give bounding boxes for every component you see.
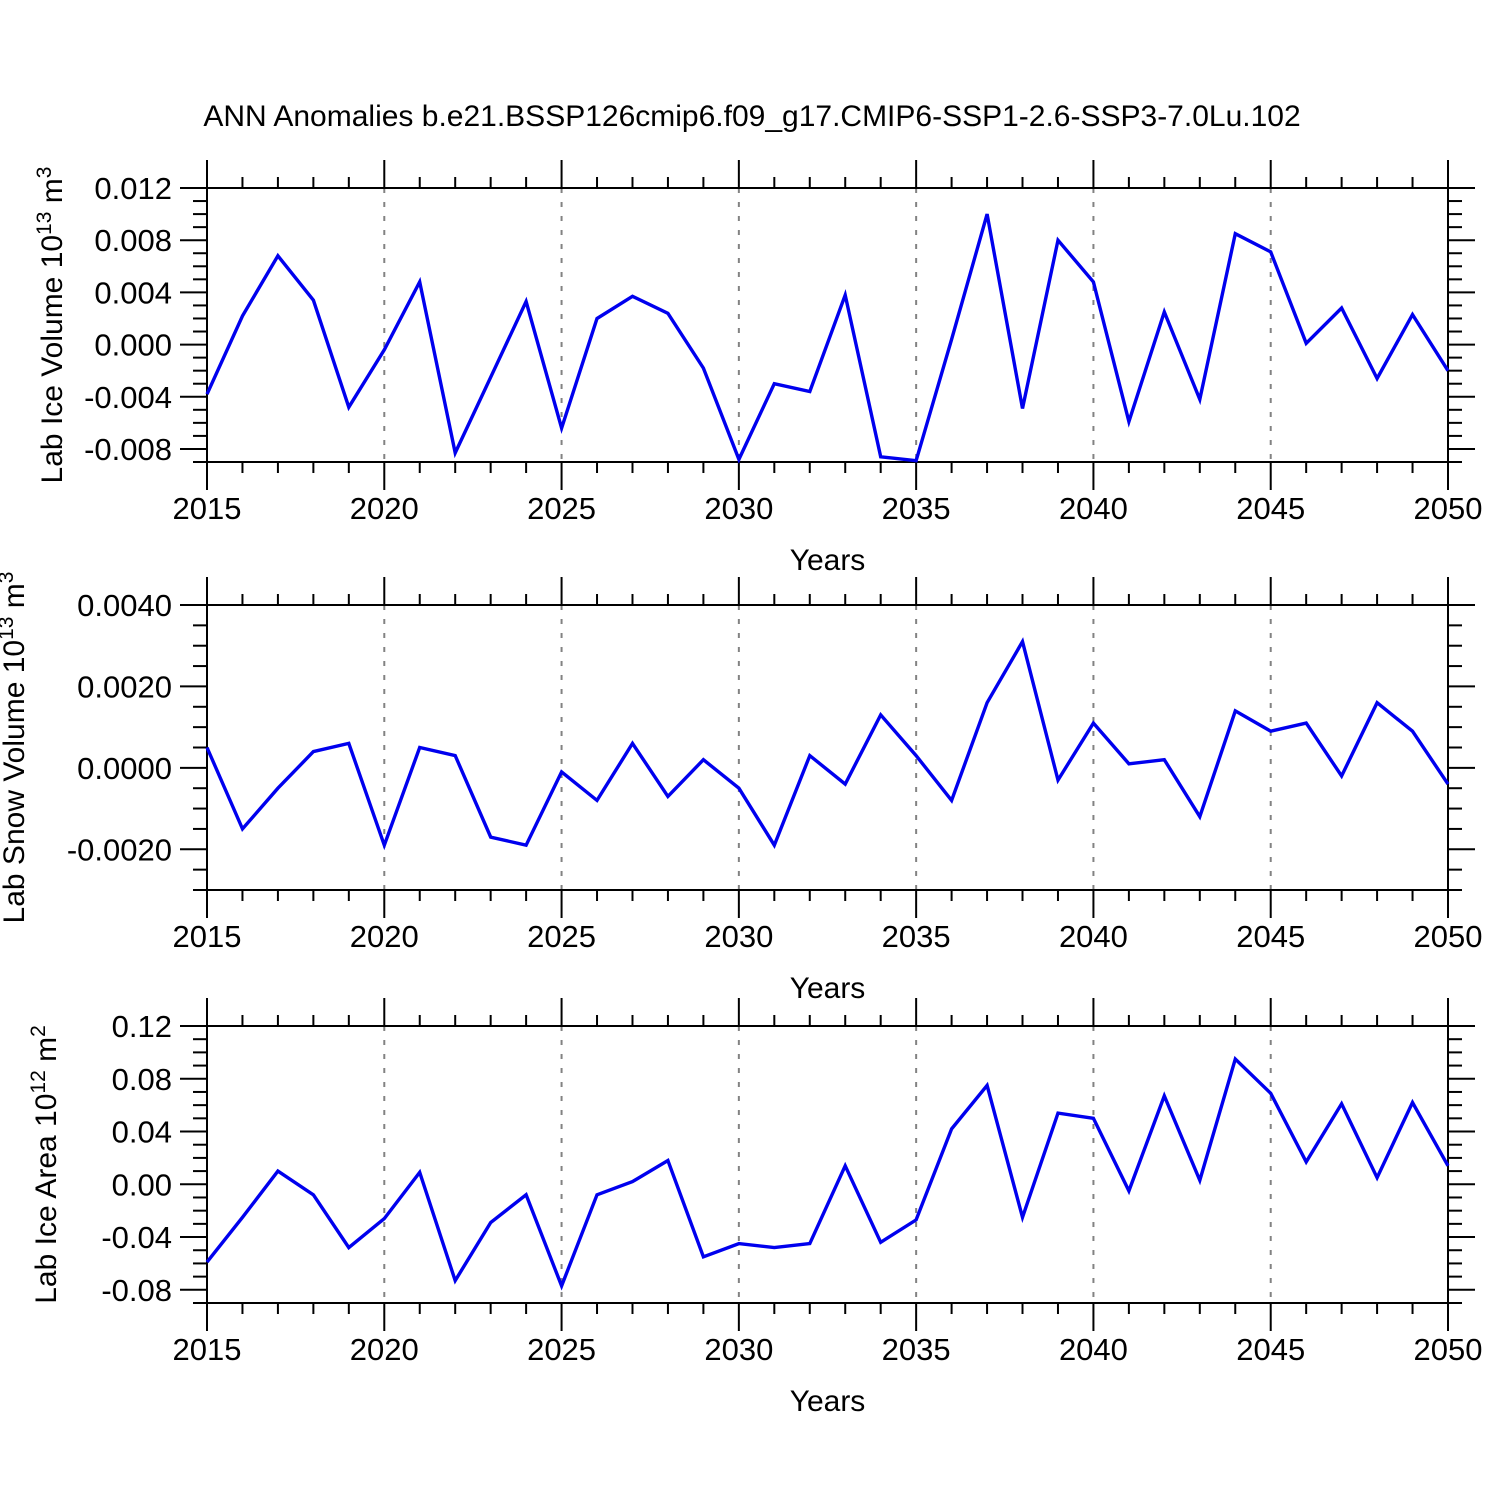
series-line-lab-ice-volume <box>205 213 1450 464</box>
y-tick-label: 0.08 <box>112 1062 172 1097</box>
panel-lab-snow-volume: 0.0040 0.0020 0.0000 -0.0020 2015 2020 2025 203… <box>0 572 1482 1005</box>
y-tick-label: 0.0040 <box>77 588 172 623</box>
y-tick-label: 0.04 <box>112 1115 172 1150</box>
figure-title: ANN Anomalies b.e21.BSSP126cmip6.f09_g17… <box>203 100 1301 133</box>
x-tick-label: 2040 <box>1059 1332 1128 1367</box>
plot-frame <box>206 604 1449 891</box>
y-tick-label: 0.0000 <box>77 751 172 786</box>
series-line-lab-ice-area <box>205 1055 1450 1291</box>
x-tick-label: 2015 <box>173 491 242 526</box>
x-tick-label: 2045 <box>1236 919 1305 954</box>
plot-frame <box>206 187 1449 463</box>
x-tick-label: 2025 <box>527 1332 596 1367</box>
x-tick-label: 2025 <box>527 919 596 954</box>
y-tick-label: -0.0020 <box>67 832 172 867</box>
x-tick-label: 2045 <box>1236 491 1305 526</box>
x-tick-label: 2040 <box>1059 919 1128 954</box>
y-axis-title: Lab Ice Area 1012 m2 <box>27 1025 63 1304</box>
y-axis-title: Lab Ice Volume 1013 m3 <box>33 167 69 484</box>
y-tick-label: -0.04 <box>101 1220 172 1255</box>
x-tick-label: 2050 <box>1414 491 1483 526</box>
x-axis-title: Years <box>790 972 866 1005</box>
x-tick-label: 2030 <box>704 919 773 954</box>
y-tick-label: 0.0020 <box>77 669 172 704</box>
x-tick-label: 2040 <box>1059 491 1128 526</box>
x-tick-label: 2035 <box>882 1332 951 1367</box>
plot-frame <box>206 1025 1449 1304</box>
x-tick-label: 2020 <box>350 1332 419 1367</box>
y-tick-label: 0.004 <box>94 275 172 310</box>
x-tick-label: 2035 <box>882 491 951 526</box>
x-tick-label: 2050 <box>1414 919 1483 954</box>
y-tick-label: -0.004 <box>84 380 172 415</box>
x-tick-label: 2015 <box>173 1332 242 1367</box>
y-tick-label: -0.008 <box>84 432 172 467</box>
x-tick-label: 2030 <box>704 1332 773 1367</box>
y-tick-label: 0.012 <box>94 171 172 206</box>
x-tick-label: 2050 <box>1414 1332 1483 1367</box>
x-axis-title: Years <box>790 544 866 577</box>
x-tick-label: 2045 <box>1236 1332 1305 1367</box>
x-tick-label: 2025 <box>527 491 596 526</box>
x-tick-label: 2020 <box>350 919 419 954</box>
y-tick-label: 0.000 <box>94 328 172 363</box>
x-tick-label: 2030 <box>704 491 773 526</box>
y-tick-label: 0.008 <box>94 223 172 258</box>
y-tick-label: -0.08 <box>101 1273 172 1308</box>
y-tick-label: 0.00 <box>112 1167 172 1202</box>
x-tick-label: 2035 <box>882 919 951 954</box>
y-tick-label: 0.12 <box>112 1009 172 1044</box>
x-tick-label: 2020 <box>350 491 419 526</box>
series-line-lab-snow-volume <box>205 637 1450 851</box>
y-axis-title: Lab Snow Volume 1013 m3 <box>0 572 31 924</box>
x-axis-title: Years <box>790 1385 866 1418</box>
x-tick-label: 2015 <box>173 919 242 954</box>
